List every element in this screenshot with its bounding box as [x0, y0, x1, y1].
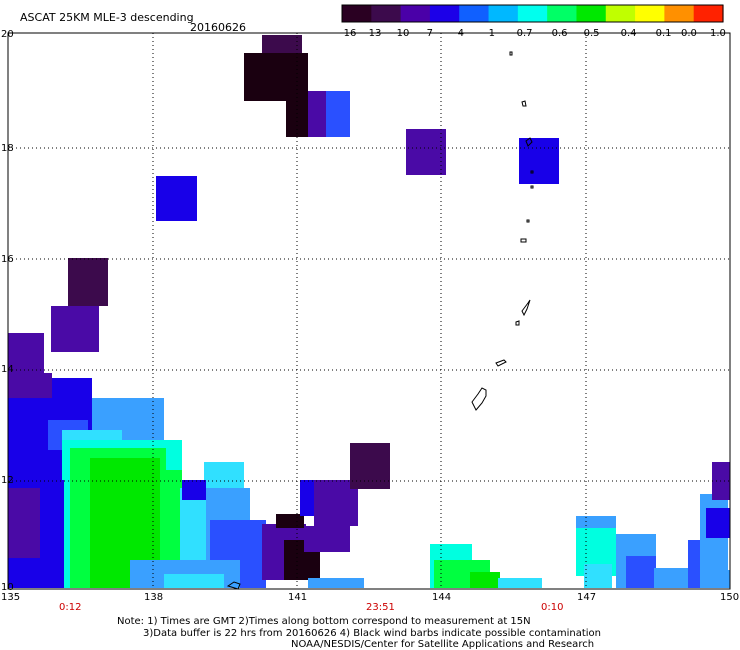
swath-cell: [470, 572, 500, 588]
colorbar: -16 -13 -10 -7 -4 -1 -0.7 -0.6 -0.5 -0.4 -0.1 0.0 1.…: [340, 4, 726, 39]
lat-label-12: 12: [1, 475, 14, 486]
colorbar-swatch: [517, 5, 548, 22]
time-labels: 0:12 23:51 0:10: [59, 602, 563, 613]
time-label-3: 0:10: [541, 602, 563, 613]
swath-cell: [308, 578, 364, 588]
swath-cell: [706, 508, 730, 538]
island-outlines: [226, 51, 534, 590]
colorbar-swatch: [635, 5, 665, 22]
island-guguan: [530, 185, 534, 189]
lon-label-138: 138: [144, 592, 163, 603]
swath-cell: [406, 129, 446, 175]
swath-cell: [498, 578, 542, 588]
colorbar-frame: [341, 4, 724, 23]
time-label-2: 23:51: [366, 602, 395, 613]
note-line-3: NOAA/NESDIS/Center for Satellite Applica…: [291, 639, 595, 650]
lon-label-141: 141: [288, 592, 307, 603]
swath-cell: [710, 570, 730, 588]
note-line-1: Note: 1) Times are GMT 2)Times along bot…: [117, 616, 531, 627]
lat-label-16: 16: [1, 254, 14, 265]
swath-cell: [68, 258, 108, 306]
swath-cell: [286, 100, 308, 137]
swath-cell: [626, 556, 656, 588]
island-tinian: [515, 320, 520, 326]
latitude-labels: 10 12 14 16 18 20: [1, 29, 14, 593]
lon-label-147: 147: [577, 592, 596, 603]
swath-cell: [156, 176, 197, 221]
lon-label-135: 135: [1, 592, 20, 603]
island-ulithi: [226, 581, 241, 590]
island-sarigan: [526, 219, 530, 223]
colorbar-swatch: [459, 5, 490, 22]
swath-cell: [51, 306, 99, 352]
lat-lon-grid: [8, 33, 730, 589]
swath-cell: [8, 333, 44, 373]
colorbar-swatch: [547, 5, 578, 22]
lat-label-14: 14: [1, 364, 14, 375]
swath-cell: [304, 526, 350, 552]
island-agrihan: [521, 100, 527, 107]
swath-cell: [52, 378, 92, 418]
swath-cell: [8, 488, 40, 558]
swath-cell: [276, 514, 304, 528]
longitude-labels: 135 138 141 144 147 150: [1, 592, 739, 603]
swath-cell: [519, 138, 559, 184]
note-line-2: 3)Data buffer is 22 hrs from 20160626 4)…: [143, 628, 601, 639]
lat-label-18: 18: [1, 143, 14, 154]
swath-cell: [8, 558, 48, 588]
colorbar-swatch: [693, 5, 724, 22]
colorbar-swatch: [488, 5, 519, 22]
wind-speed-swaths: [8, 35, 730, 588]
island-saipan: [521, 299, 531, 317]
lat-label-10: 10: [1, 582, 14, 593]
island-anatahan: [520, 238, 527, 243]
colorbar-swatch: [576, 5, 607, 22]
map-date: 20160626: [190, 21, 246, 34]
island-guam: [471, 387, 487, 411]
map-title: ASCAT 25KM MLE-3 descending: [20, 11, 194, 24]
colorbar-swatch: [429, 5, 460, 22]
lat-label-20: 20: [1, 29, 14, 40]
time-label-1: 0:12: [59, 602, 81, 613]
swath-cell: [654, 568, 694, 588]
colorbar-swatch: [400, 5, 431, 22]
colorbar-swatch: [371, 5, 402, 22]
swath-cell: [308, 91, 326, 137]
island-asuncion: [509, 51, 513, 56]
swath-cell: [350, 443, 390, 489]
swath-cell: [262, 35, 302, 53]
island-pagan: [525, 137, 533, 147]
lon-label-144: 144: [432, 592, 451, 603]
map-frame: [7, 32, 731, 590]
colorbar-swatch: [605, 5, 636, 22]
colorbar-swatch: [664, 5, 695, 22]
lon-label-150: 150: [720, 592, 739, 603]
swath-cell: [164, 574, 224, 588]
island-rota: [495, 359, 507, 367]
island-alamagan: [530, 170, 534, 174]
swath-cell: [326, 91, 350, 137]
colorbar-swatch: [342, 5, 372, 22]
swath-cell: [584, 564, 612, 588]
swath-cell: [182, 480, 206, 500]
swath-cell: [576, 516, 616, 530]
swath-cell: [262, 53, 308, 101]
swath-cell: [160, 470, 182, 580]
